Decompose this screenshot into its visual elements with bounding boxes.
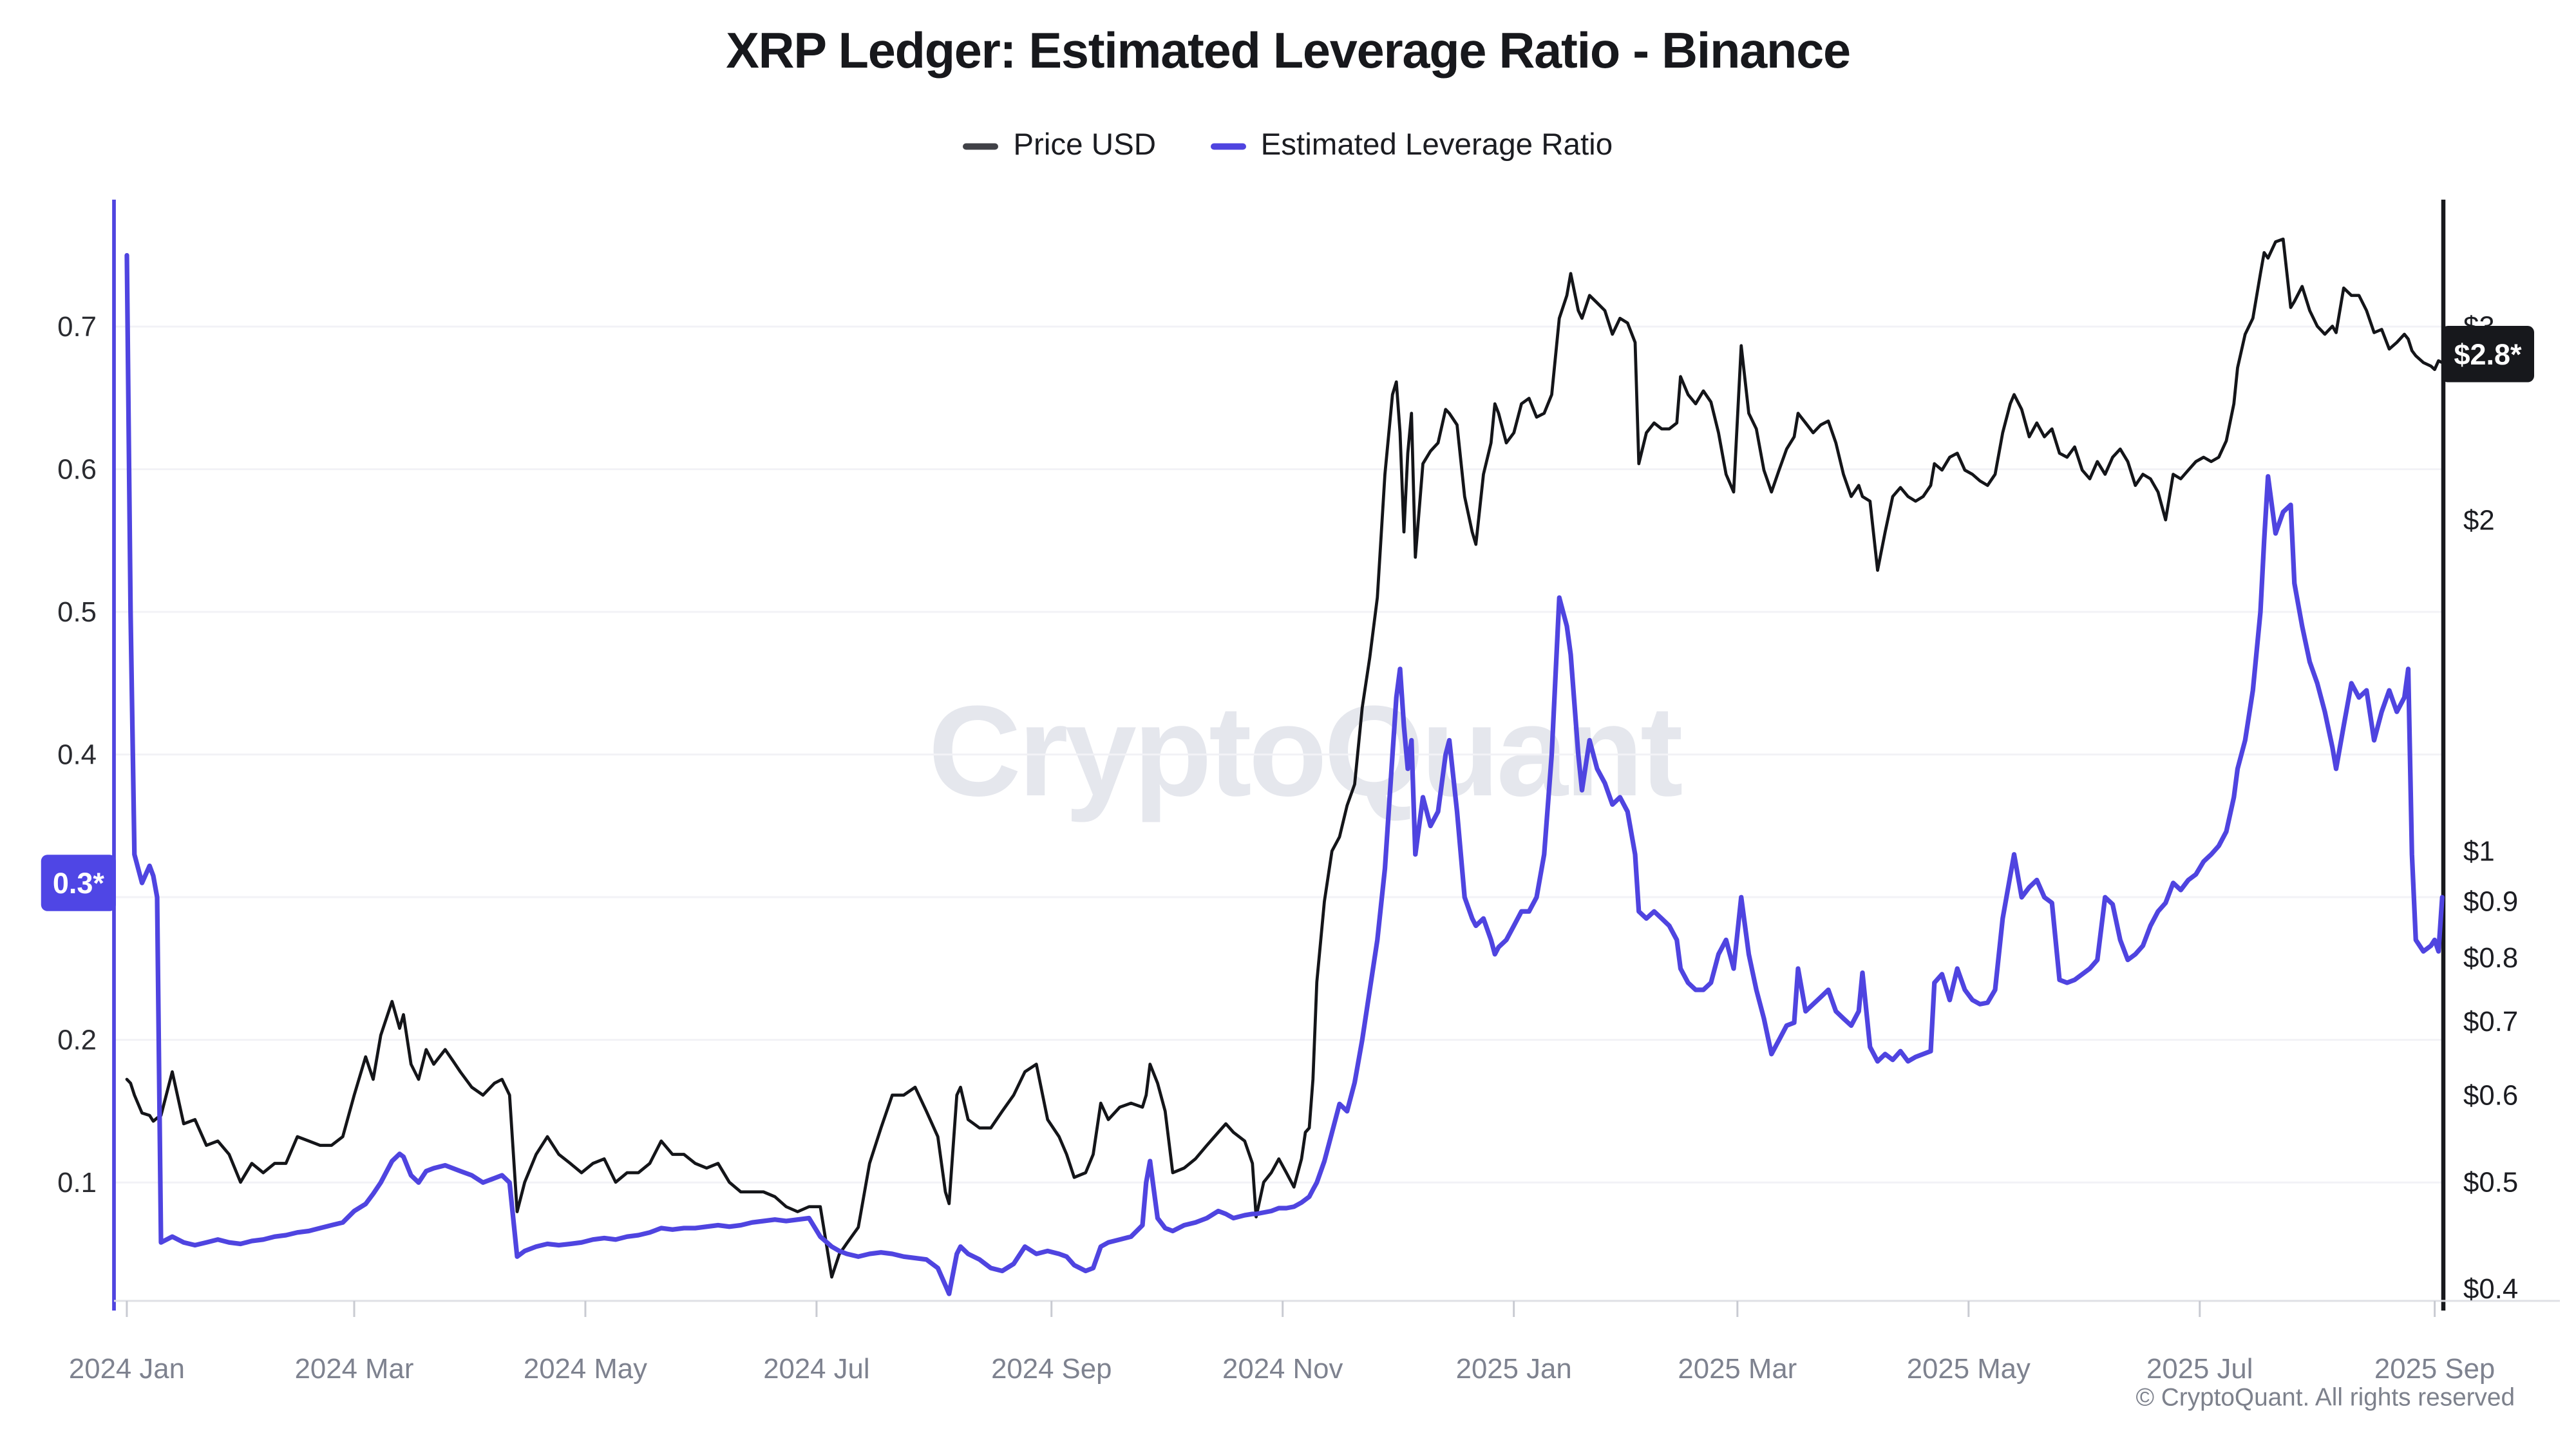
legend-label-estimated-leverage-ratio: Estimated Leverage Ratio xyxy=(1260,129,1613,163)
latest-value-badges: 0.3* $2.8* xyxy=(41,326,2534,911)
svg-text:2025 Sep: 2025 Sep xyxy=(2374,1353,2495,1385)
series-lines xyxy=(124,237,2445,1296)
x-axis-labels: 2024 Jan 2024 Mar 2024 May 2024 Jul 2024 Sep… xyxy=(69,1301,2495,1385)
watermark: CryptoQuant xyxy=(928,679,1685,823)
svg-text:$0.6: $0.6 xyxy=(2463,1079,2518,1111)
svg-text:0.1: 0.1 xyxy=(57,1167,97,1198)
svg-text:2024 Jul: 2024 Jul xyxy=(763,1353,869,1385)
svg-text:2025 Mar: 2025 Mar xyxy=(1678,1353,1797,1385)
svg-text:$2.8*: $2.8* xyxy=(2454,338,2522,371)
svg-text:$0.9: $0.9 xyxy=(2463,886,2518,918)
svg-text:0.7: 0.7 xyxy=(57,311,97,343)
svg-text:2025 May: 2025 May xyxy=(1907,1353,2031,1385)
svg-text:CryptoQuant: CryptoQuant xyxy=(928,679,1682,823)
svg-text:2025 Jul: 2025 Jul xyxy=(2146,1353,2253,1385)
chart-title: XRP Ledger: Estimated Leverage Ratio - B… xyxy=(726,23,1851,79)
svg-text:$2: $2 xyxy=(2463,504,2495,536)
svg-text:$0.7: $0.7 xyxy=(2463,1006,2518,1037)
svg-text:$0.4: $0.4 xyxy=(2463,1273,2518,1305)
legend-item-price-usd[interactable]: Price USD xyxy=(963,129,1156,164)
svg-text:2024 Jan: 2024 Jan xyxy=(69,1353,185,1385)
copyright-notice: © CryptoQuant. All rights reserved xyxy=(2136,1385,2515,1412)
svg-text:0.5: 0.5 xyxy=(57,596,97,628)
svg-text:0.2: 0.2 xyxy=(57,1025,97,1056)
left-axis-labels: 0.10.20.30.40.50.60.7 xyxy=(57,311,97,1198)
leverage-ratio-swatch-icon xyxy=(1211,143,1247,150)
right-axis-labels: $0.4$0.5$0.6$0.7$0.8$0.9$1$2$3 xyxy=(2463,311,2518,1305)
legend-label-price-usd: Price USD xyxy=(1013,129,1157,163)
gridlines xyxy=(114,325,2443,1184)
chart-legend: Price USD Estimated Leverage Ratio xyxy=(0,129,2576,164)
svg-text:2024 May: 2024 May xyxy=(524,1353,647,1385)
svg-text:0.6: 0.6 xyxy=(57,454,97,486)
price-usd-swatch-icon xyxy=(963,143,999,150)
svg-text:$1: $1 xyxy=(2463,835,2495,867)
svg-text:$0.8: $0.8 xyxy=(2463,942,2518,974)
axis-spines xyxy=(112,200,2560,1311)
svg-text:2024 Mar: 2024 Mar xyxy=(295,1353,414,1385)
svg-text:0.3*: 0.3* xyxy=(53,867,105,900)
svg-text:2024 Nov: 2024 Nov xyxy=(1222,1353,1343,1385)
svg-text:2025 Jan: 2025 Jan xyxy=(1456,1353,1572,1385)
svg-text:2024 Sep: 2024 Sep xyxy=(991,1353,1112,1385)
svg-text:$0.5: $0.5 xyxy=(2463,1167,2518,1198)
svg-text:0.4: 0.4 xyxy=(57,739,97,771)
legend-item-estimated-leverage-ratio[interactable]: Estimated Leverage Ratio xyxy=(1211,129,1613,164)
